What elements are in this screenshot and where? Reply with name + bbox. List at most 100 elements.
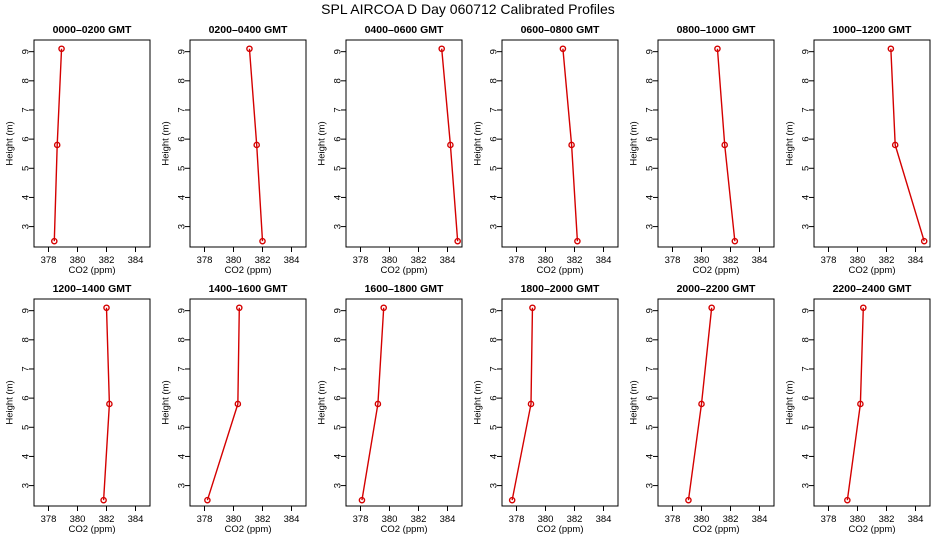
profile-panel: 1000–1200 GMT 378 380 382 384 CO2 (ppm) 3 4 5 6 7 8… xyxy=(785,24,931,276)
x-tick-label: 378 xyxy=(41,514,57,525)
data-point xyxy=(58,45,65,53)
panel-title: 0400–0600 GMT xyxy=(365,24,444,36)
y-tick-label: 9 xyxy=(489,49,500,54)
y-tick-label: 9 xyxy=(645,49,656,54)
x-tick-label: 378 xyxy=(821,255,837,266)
x-tick-label: 382 xyxy=(99,514,115,525)
y-tick-label: 7 xyxy=(645,107,656,112)
y-tick-label: 9 xyxy=(489,308,500,313)
y-tick-label: 7 xyxy=(489,366,500,371)
y-tick-label: 5 xyxy=(645,425,656,430)
data-point xyxy=(721,141,729,149)
x-tick-label: 384 xyxy=(908,514,924,525)
y-axis-label: Height (m) xyxy=(629,121,640,165)
series-line xyxy=(102,307,111,501)
x-tick-label: 380 xyxy=(226,255,242,266)
y-tick-label: 5 xyxy=(801,425,812,430)
y-tick-label: 9 xyxy=(333,308,344,313)
data-point xyxy=(253,141,261,149)
data-point xyxy=(234,400,242,408)
profile-panel: 2000–2200 GMT 378 380 382 384 CO2 (ppm) 3 4 5 6 7 8… xyxy=(629,283,775,535)
profile-panel: 0200–0400 GMT 378 380 382 384 CO2 (ppm) 3 4 5 6 7 8… xyxy=(161,24,307,276)
plot-frame xyxy=(345,39,463,248)
series-line xyxy=(441,48,459,242)
y-tick-label: 4 xyxy=(801,195,812,200)
data-point xyxy=(685,496,692,504)
y-tick-label: 4 xyxy=(21,195,32,200)
panel-title: 1400–1600 GMT xyxy=(209,283,288,295)
y-axis-label: Height (m) xyxy=(317,380,328,424)
data-point xyxy=(53,141,61,149)
y-tick-label: 4 xyxy=(645,195,656,200)
panel-title: 2200–2400 GMT xyxy=(833,283,912,295)
y-tick-label: 5 xyxy=(645,166,656,171)
y-tick-label: 8 xyxy=(645,78,656,83)
y-tick-label: 8 xyxy=(177,78,188,83)
y-tick-label: 6 xyxy=(645,395,656,400)
y-tick-label: 5 xyxy=(21,425,32,430)
x-tick-label: 382 xyxy=(567,514,583,525)
x-tick-label: 384 xyxy=(440,255,456,266)
x-tick-label: 380 xyxy=(226,514,242,525)
panel-title: 1200–1400 GMT xyxy=(53,283,132,295)
data-point xyxy=(698,400,705,408)
y-tick-label: 5 xyxy=(177,166,188,171)
plot-frame xyxy=(33,39,151,248)
y-tick-label: 8 xyxy=(177,337,188,342)
plot-frame xyxy=(189,298,307,507)
x-axis-label: CO2 (ppm) xyxy=(381,524,428,535)
x-tick-label: 382 xyxy=(879,255,895,266)
y-tick-label: 9 xyxy=(333,49,344,54)
x-tick-label: 378 xyxy=(353,255,369,266)
x-tick-label: 384 xyxy=(752,255,768,266)
y-tick-label: 8 xyxy=(801,78,812,83)
y-tick-label: 3 xyxy=(21,224,32,229)
y-tick-label: 3 xyxy=(801,483,812,488)
x-axis-label: CO2 (ppm) xyxy=(693,524,740,535)
data-point xyxy=(374,400,382,408)
x-tick-label: 380 xyxy=(694,514,710,525)
plot-frame xyxy=(33,298,151,507)
panel-title: 1000–1200 GMT xyxy=(833,24,912,36)
data-point xyxy=(380,304,388,312)
data-point xyxy=(259,237,266,245)
y-tick-label: 8 xyxy=(489,78,500,83)
x-tick-label: 382 xyxy=(255,514,271,525)
x-axis-label: CO2 (ppm) xyxy=(225,524,272,535)
y-tick-label: 7 xyxy=(177,107,188,112)
series-line xyxy=(206,307,240,501)
x-tick-label: 384 xyxy=(908,255,924,266)
panel-title: 1600–1800 GMT xyxy=(365,283,444,295)
plot-frame xyxy=(657,39,775,248)
x-axis-label: CO2 (ppm) xyxy=(537,265,584,276)
data-point xyxy=(358,496,366,504)
y-tick-label: 3 xyxy=(489,483,500,488)
data-point xyxy=(708,304,715,312)
y-tick-label: 9 xyxy=(177,49,188,54)
y-tick-label: 9 xyxy=(21,49,32,54)
y-tick-label: 4 xyxy=(333,454,344,459)
x-tick-label: 382 xyxy=(411,514,427,525)
y-tick-label: 5 xyxy=(801,166,812,171)
profile-panel: 0600–0800 GMT 378 380 382 384 CO2 (ppm) 3 4 5 6 7 8… xyxy=(473,24,619,276)
y-axis-label: Height (m) xyxy=(473,380,484,424)
data-point xyxy=(529,304,536,312)
y-tick-label: 7 xyxy=(21,107,32,112)
data-point xyxy=(527,400,535,408)
y-tick-label: 4 xyxy=(333,195,344,200)
plot-frame xyxy=(813,39,931,248)
x-tick-label: 378 xyxy=(353,514,369,525)
data-point xyxy=(860,304,867,312)
x-axis-label: CO2 (ppm) xyxy=(69,265,116,276)
y-tick-label: 4 xyxy=(645,454,656,459)
y-tick-label: 8 xyxy=(21,78,32,83)
plot-frame xyxy=(345,298,463,507)
y-tick-label: 6 xyxy=(333,395,344,400)
y-tick-label: 5 xyxy=(489,425,500,430)
x-axis-label: CO2 (ppm) xyxy=(537,524,584,535)
x-tick-label: 382 xyxy=(255,255,271,266)
y-axis-label: Height (m) xyxy=(629,380,640,424)
data-point xyxy=(100,496,107,504)
y-tick-label: 7 xyxy=(801,107,812,112)
profile-panel: 1600–1800 GMT 378 380 382 384 CO2 (ppm) 3 4 5 6 7 8… xyxy=(317,283,463,535)
